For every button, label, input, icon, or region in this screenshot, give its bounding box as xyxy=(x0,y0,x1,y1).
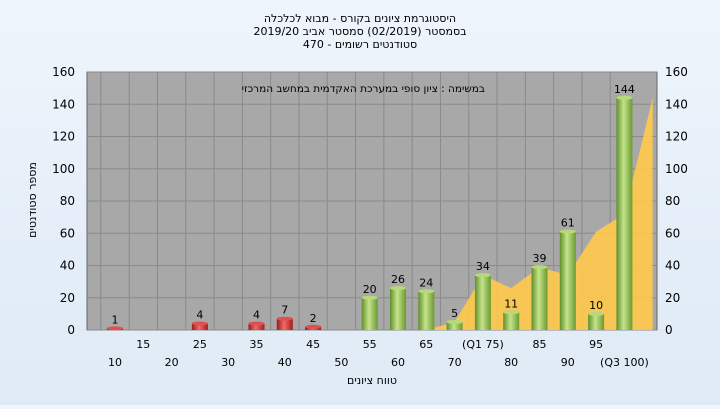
bar-cap xyxy=(361,295,378,300)
y-tick-label-left: 20 xyxy=(60,291,75,305)
x-tick-label: 10 xyxy=(108,356,122,369)
y-tick-label-left: 80 xyxy=(60,194,75,208)
bar-40 xyxy=(276,318,293,330)
bar-35 xyxy=(248,323,265,330)
bar-65 xyxy=(418,291,435,330)
y-axis-left: 0 20 40 60 80 100 120 140 160 xyxy=(52,65,75,337)
x-tick-label: (Q1 75) xyxy=(462,338,504,351)
y-tick-label-right: 140 xyxy=(665,97,688,111)
x-tick-label: (Q3 100) xyxy=(600,356,649,369)
x-tick-label: 35 xyxy=(250,338,264,351)
bar-25 xyxy=(191,323,208,330)
bar-cap xyxy=(474,273,491,278)
y-axis-label: מספר סטודנטים xyxy=(26,162,39,238)
x-tick-label: 25 xyxy=(193,338,207,351)
x-tick-label: 55 xyxy=(363,338,377,351)
data-label: 2 xyxy=(310,312,317,325)
x-tick-label: 40 xyxy=(278,356,292,369)
data-label: 39 xyxy=(533,252,547,265)
data-label: 144 xyxy=(614,83,635,96)
bar-cap xyxy=(248,321,265,326)
x-tick-label: 50 xyxy=(334,356,348,369)
bar-95 xyxy=(588,313,605,330)
bar-cap xyxy=(191,321,208,326)
chart-title-line-1: היסטוגרמת ציונים בקורס - מבוא לכלכלה xyxy=(264,12,456,25)
data-label: 26 xyxy=(391,273,405,286)
y-tick-label-right: 20 xyxy=(665,291,680,305)
bar-85 xyxy=(531,267,548,330)
x-tick-label: 20 xyxy=(165,356,179,369)
bars-group xyxy=(107,95,633,331)
bar-cap xyxy=(446,319,463,324)
bar-cap xyxy=(559,229,576,234)
y-tick-label-left: 140 xyxy=(52,97,75,111)
y-tick-label-right: 100 xyxy=(665,162,688,176)
y-tick-label-left: 120 xyxy=(52,130,75,144)
bar-70 xyxy=(446,321,463,330)
y-tick-label-left: 160 xyxy=(52,65,75,79)
data-label: 20 xyxy=(363,283,377,296)
data-label: 4 xyxy=(253,309,260,322)
y-tick-label-left: 0 xyxy=(67,323,75,337)
data-label: 7 xyxy=(281,304,288,317)
x-tick-label: 90 xyxy=(561,356,575,369)
x-tick-label: 60 xyxy=(391,356,405,369)
data-label: 4 xyxy=(196,309,203,322)
bar-cap xyxy=(390,286,406,291)
bar-90 xyxy=(559,231,576,330)
x-tick-label: 65 xyxy=(419,338,433,351)
bar-175 xyxy=(474,275,491,330)
bar-60 xyxy=(390,288,406,330)
y-tick-label-left: 60 xyxy=(60,226,75,240)
y-tick-label-right: 40 xyxy=(665,259,680,273)
data-label: 34 xyxy=(476,260,490,273)
y-tick-label-left: 100 xyxy=(52,162,75,176)
x-tick-label: 80 xyxy=(504,356,518,369)
x-axis: 10 15 20 25 30 35 40 45 50 55 60 65 70(Q1 75)80 85 90 9… xyxy=(108,338,649,369)
area-series-fill xyxy=(426,97,653,330)
cumulative-area xyxy=(426,97,653,330)
data-label: 1 xyxy=(112,313,119,326)
bar-55 xyxy=(361,297,378,330)
x-tick-label: 45 xyxy=(306,338,320,351)
y-tick-label-right: 80 xyxy=(665,194,680,208)
data-label: 61 xyxy=(561,217,575,230)
bar-cap xyxy=(276,316,293,321)
bar-cap xyxy=(588,311,605,316)
bar-80 xyxy=(503,312,520,330)
data-label: 5 xyxy=(451,307,458,320)
y-tick-label-right: 120 xyxy=(665,130,688,144)
data-label: 11 xyxy=(504,297,518,310)
x-tick-label: 95 xyxy=(589,338,603,351)
y-axis-right: 0 20 40 60 80 100 120 140 160 xyxy=(665,65,688,337)
bar-cap xyxy=(418,289,435,294)
y-tick-label-right: 0 xyxy=(665,323,673,337)
x-tick-label: 70 xyxy=(448,356,462,369)
y-tick-label-right: 160 xyxy=(665,65,688,79)
chart-title-line-2: בסמסטר (02/2019) סמסטר אביב 2019/20 xyxy=(253,25,466,38)
data-label: 10 xyxy=(589,299,603,312)
bar-cap xyxy=(616,95,633,100)
x-axis-label: טווח ציונים xyxy=(347,374,397,387)
x-tick-label: 15 xyxy=(136,338,150,351)
data-label: 24 xyxy=(419,276,433,289)
bar-cap xyxy=(531,265,548,270)
y-tick-label-right: 60 xyxy=(665,226,680,240)
bar-cap xyxy=(503,310,520,315)
chart-annotation: במשימה : ציון סופי במערכת האקדמית במחשב … xyxy=(242,83,485,95)
bar-3100 xyxy=(616,97,633,330)
chart-title-line-3: סטודנטים רשומים - 470 xyxy=(303,38,417,51)
chart-title: היסטוגרמת ציונים בקורס - מבוא לכלכלה בסמ… xyxy=(253,12,466,51)
bar-cap xyxy=(107,326,123,331)
bar-cap xyxy=(305,324,322,329)
x-tick-label: 85 xyxy=(533,338,547,351)
y-tick-label-left: 40 xyxy=(60,259,75,273)
x-tick-label: 30 xyxy=(221,356,235,369)
